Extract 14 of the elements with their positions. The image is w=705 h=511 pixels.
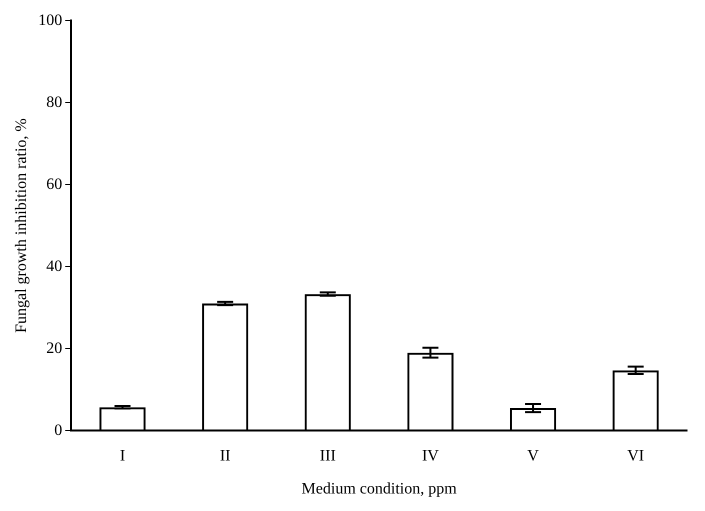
- y-tick-label: 20: [46, 340, 62, 357]
- x-tick-label: III: [320, 447, 336, 464]
- y-tick-label: 80: [46, 94, 62, 111]
- x-tick-label: V: [527, 447, 540, 464]
- y-tick-label: 100: [38, 12, 62, 29]
- y-axis-title: Fungal growth inhibition ratio, %: [12, 118, 30, 333]
- y-tick-label: 60: [46, 176, 62, 193]
- x-tick-label: II: [220, 447, 230, 464]
- x-tick-label: I: [120, 447, 126, 464]
- y-tick-label: 0: [54, 422, 62, 439]
- x-tick-label: VI: [627, 447, 644, 464]
- y-tick-label: 40: [46, 258, 62, 275]
- x-axis-title: Medium condition, ppm: [302, 480, 458, 498]
- x-tick-label: IV: [422, 447, 440, 464]
